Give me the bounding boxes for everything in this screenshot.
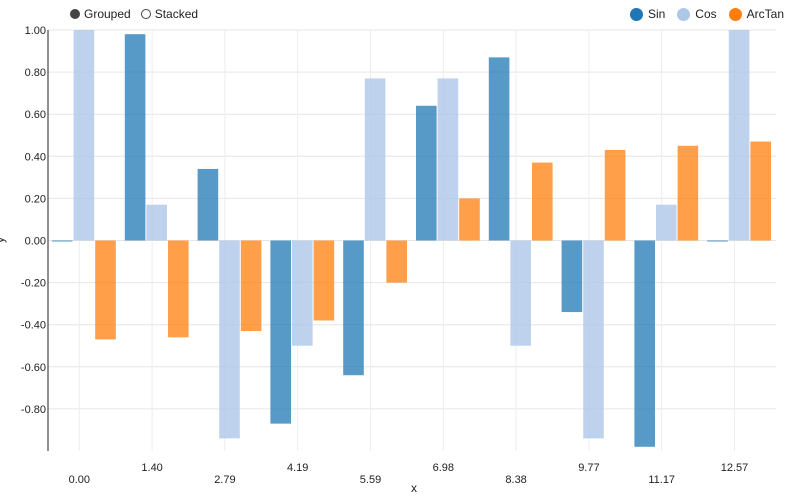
grouped-option[interactable]: Grouped <box>70 7 131 21</box>
bar-arctan-6[interactable] <box>532 162 553 241</box>
bar-cos-4[interactable] <box>364 78 386 241</box>
x-tick-label: 2.79 <box>214 474 235 486</box>
bar-cos-7[interactable] <box>583 240 604 439</box>
y-tick-label: 0.40 <box>25 151 46 163</box>
bar-sin-5[interactable] <box>416 105 437 241</box>
x-tick-label: 1.40 <box>141 462 162 474</box>
bar-arctan-5[interactable] <box>459 198 480 241</box>
grouped-label: Grouped <box>84 7 131 21</box>
legend-sin-dot-icon <box>629 7 643 21</box>
bar-sin-3[interactable] <box>270 240 291 424</box>
y-axis-label: y <box>0 237 7 243</box>
bar-arctan-1[interactable] <box>168 240 189 338</box>
x-tick-label: 12.57 <box>721 462 749 474</box>
legend-sin-label: Sin <box>647 7 666 21</box>
bar-arctan-0[interactable] <box>95 240 116 340</box>
chart-legend: Sin Cos ArcTan <box>629 7 784 21</box>
bar-cos-6[interactable] <box>510 240 531 346</box>
y-tick-label: 0.00 <box>25 236 46 248</box>
x-axis-label: x <box>411 481 417 495</box>
display-mode-controls: Grouped Stacked <box>70 7 198 21</box>
bar-sin-2[interactable] <box>197 168 219 241</box>
bar-arctan-3[interactable] <box>313 240 335 321</box>
y-tick-label: -0.80 <box>21 404 46 416</box>
bar-sin-8[interactable] <box>634 240 655 447</box>
bar-arctan-7[interactable] <box>604 149 626 241</box>
bar-cos-8[interactable] <box>656 204 677 241</box>
bar-cos-2[interactable] <box>219 240 240 439</box>
y-tick-label: -0.20 <box>21 278 46 290</box>
y-tick-label: 0.60 <box>25 109 46 121</box>
bar-arctan-4[interactable] <box>386 240 407 283</box>
y-tick-label: -0.40 <box>21 320 46 332</box>
bar-cos-9[interactable] <box>728 30 750 241</box>
legend-arctan-dot-icon <box>728 7 742 21</box>
x-tick-label: 11.17 <box>648 474 675 486</box>
grouped-radio-icon[interactable] <box>70 9 80 19</box>
y-tick-label: 1.00 <box>25 25 46 37</box>
x-tick-label: 5.59 <box>360 474 381 486</box>
bar-arctan-8[interactable] <box>677 145 699 241</box>
y-tick-label: -0.60 <box>21 362 46 374</box>
x-tick-label: 8.38 <box>505 474 526 486</box>
x-tick-label: 9.77 <box>578 462 599 474</box>
legend-item-sin[interactable]: Sin <box>629 7 666 21</box>
bar-sin-0[interactable] <box>52 240 73 242</box>
x-tick-label: 0.00 <box>69 474 90 486</box>
legend-cos-label: Cos <box>695 7 717 21</box>
bar-cos-3[interactable] <box>292 240 313 346</box>
legend-item-arctan[interactable]: ArcTan <box>728 7 784 21</box>
bar-sin-9[interactable] <box>707 240 728 242</box>
bar-sin-1[interactable] <box>124 34 146 241</box>
bar-sin-7[interactable] <box>561 240 583 313</box>
stacked-label: Stacked <box>154 7 199 21</box>
x-tick-label: 6.98 <box>433 462 454 474</box>
bar-sin-6[interactable] <box>488 57 510 241</box>
y-tick-label: 0.80 <box>25 67 46 79</box>
bar-cos-1[interactable] <box>146 204 167 241</box>
y-tick-label: 0.20 <box>25 193 46 205</box>
bar-cos-0[interactable] <box>73 30 95 241</box>
stacked-option[interactable]: Stacked <box>140 7 199 21</box>
x-tick-label: 4.19 <box>287 462 308 474</box>
bar-arctan-2[interactable] <box>240 240 262 332</box>
bar-cos-5[interactable] <box>437 78 459 241</box>
bar-arctan-9[interactable] <box>750 141 771 241</box>
legend-arctan-label: ArcTan <box>746 7 784 21</box>
legend-cos-dot-icon <box>677 7 691 21</box>
stacked-radio-icon[interactable] <box>140 9 151 19</box>
legend-item-cos[interactable]: Cos <box>677 7 717 21</box>
bar-sin-4[interactable] <box>343 240 364 376</box>
